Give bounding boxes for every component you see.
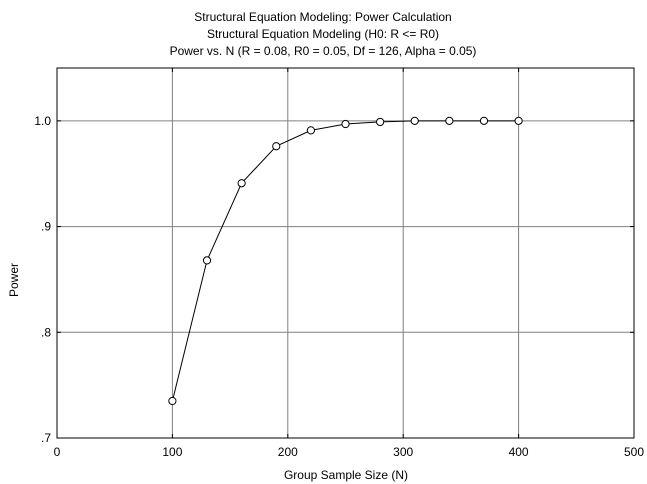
plot-area-frame (56, 67, 635, 439)
data-point-marker (445, 116, 454, 125)
x-tick-label: 200 (278, 445, 298, 459)
x-tick-label: 100 (162, 445, 182, 459)
y-tick-label: .8 (41, 325, 51, 339)
y-tick-label: .9 (41, 220, 51, 234)
data-point-marker (237, 179, 246, 188)
chart-subtitle-params: Power vs. N (R = 0.08, R0 = 0.05, Df = 1… (170, 44, 477, 58)
data-point-marker (410, 116, 419, 125)
x-tick-label: 500 (624, 445, 644, 459)
data-point-marker (341, 119, 350, 129)
data-point-marker (376, 117, 385, 127)
y-tick-label: .7 (41, 431, 51, 445)
chart-title: Structural Equation Modeling: Power Calc… (194, 10, 451, 24)
chart-subtitle: Structural Equation Modeling (H0: R <= R… (207, 27, 439, 41)
data-point-marker (168, 396, 177, 406)
x-tick-label: 300 (393, 445, 413, 459)
series-line (171, 120, 519, 402)
y-tick-label: 1.0 (34, 114, 51, 128)
x-axis-label: Group Sample Size (N) (284, 468, 408, 482)
data-point-marker (202, 256, 212, 265)
y-axis-label: Power (7, 263, 21, 297)
x-tick-label: 400 (509, 445, 529, 459)
data-point-marker (514, 116, 523, 125)
x-tick-label: 0 (54, 445, 61, 459)
axis-ticks: 0 100 200 300 400 500 .7 .8 .9 1.0 (34, 68, 644, 459)
data-point-marker (306, 126, 315, 135)
data-point-marker (479, 116, 489, 125)
data-point-marker (272, 142, 281, 151)
series-power (168, 116, 523, 406)
